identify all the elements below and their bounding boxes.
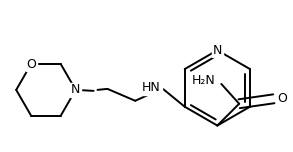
Text: N: N (213, 44, 222, 57)
Text: O: O (26, 58, 36, 71)
Text: O: O (277, 92, 287, 105)
Text: N: N (71, 83, 80, 96)
Text: HN: HN (142, 81, 161, 94)
Text: H₂N: H₂N (192, 74, 215, 87)
